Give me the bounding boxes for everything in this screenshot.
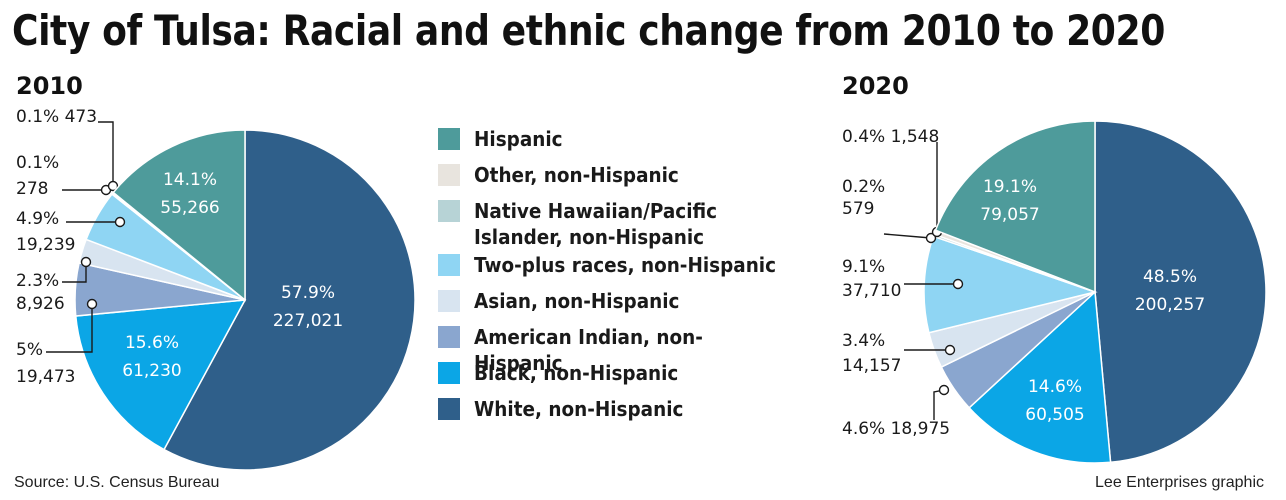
legend-item-asian: Asian, non-Hispanic xyxy=(438,288,818,324)
slice-count-label: 278 xyxy=(16,179,48,199)
slice-percent-label: 4.9% xyxy=(16,209,59,229)
slice-callout-label: 4.6% 18,975 xyxy=(842,419,950,439)
slice-percent-label: 3.4% xyxy=(842,331,885,351)
slice-percent-label: 19.1% xyxy=(983,177,1037,197)
callout-dot xyxy=(938,384,950,396)
slice-percent-label: 14.6% xyxy=(1028,377,1082,397)
legend-swatch xyxy=(438,326,460,348)
callout-dot xyxy=(86,298,98,310)
callout-dot xyxy=(114,216,126,228)
slice-count-label: 19,473 xyxy=(16,367,75,387)
pie-2010-title: 2010 xyxy=(16,72,83,100)
legend-item-americanindian: American Indian, non-Hispanic xyxy=(438,324,818,375)
callout-dot xyxy=(107,180,119,192)
slice-count-label: 61,230 xyxy=(122,361,181,381)
slice-count-label: 55,266 xyxy=(160,198,219,218)
callout-line xyxy=(98,121,114,186)
callout-line xyxy=(62,262,87,283)
chart-title: City of Tulsa: Racial and ethnic change … xyxy=(12,6,1165,55)
pie-slice-black xyxy=(74,299,247,451)
legend-item-hispanic: Hispanic xyxy=(438,126,818,162)
slice-percent-label: 15.6% xyxy=(125,333,179,353)
slice-percent-label: 0.1% xyxy=(16,153,59,173)
legend-label: Hispanic xyxy=(474,127,563,151)
legend-swatch xyxy=(438,128,460,150)
legend-label: Native Hawaiian/Pacific Islander, non-Hi… xyxy=(474,199,718,249)
pie-2020: 48.5% 200,257 14.6% 60,505 4.6% 18,975 3.4% 14… xyxy=(842,120,1267,464)
slice-count-label: 19,239 xyxy=(16,235,75,255)
slice-percent-label: 14.1% xyxy=(163,170,217,190)
callout-dot xyxy=(944,344,956,356)
slice-percent-label: 48.5% xyxy=(1143,267,1197,287)
legend-label: Asian, non-Hispanic xyxy=(474,289,680,313)
legend-label: Two-plus races, non-Hispanic xyxy=(474,253,777,277)
legend-swatch xyxy=(438,290,460,312)
callout-line xyxy=(46,304,93,353)
legend-label: White, non-Hispanic xyxy=(474,397,684,421)
slice-count-label: 60,505 xyxy=(1025,405,1084,425)
callout-line xyxy=(883,233,932,239)
slice-count-label: 200,257 xyxy=(1135,295,1205,315)
legend-swatch xyxy=(438,164,460,186)
slice-percent-label: 9.1% xyxy=(842,257,885,277)
legend-swatch xyxy=(438,398,460,420)
slice-count-label: 79,057 xyxy=(980,205,1039,225)
legend-label: Other, non-Hispanic xyxy=(474,163,679,187)
legend-item-other: Other, non-Hispanic xyxy=(438,162,818,198)
slice-count-label: 8,926 xyxy=(16,294,65,314)
pie-2020-title: 2020 xyxy=(842,72,909,100)
pie-slice-hispanic xyxy=(934,120,1096,294)
slice-callout-label: 0.1% 473 xyxy=(16,107,97,127)
slice-percent-label: 57.9% xyxy=(281,283,335,303)
legend-swatch xyxy=(438,200,460,222)
legend-label: Black, non-Hispanic xyxy=(474,361,679,385)
slice-count-label: 37,710 xyxy=(842,281,901,301)
legend: Hispanic Other, non-Hispanic Native Hawaii… xyxy=(438,126,818,432)
legend-swatch xyxy=(438,362,460,384)
legend-item-nativehawaiian: Native Hawaiian/Pacific Islander, non-Hi… xyxy=(438,198,818,252)
callout-dot xyxy=(925,232,937,244)
pie-slice-white xyxy=(163,129,416,471)
callout-dot xyxy=(80,256,92,268)
legend-item-black: Black, non-Hispanic xyxy=(438,360,818,396)
slice-count-label: 227,021 xyxy=(273,311,343,331)
slice-percent-label: 2.3% xyxy=(16,271,59,291)
pie-2010: 57.9% 227,021 15.6% 61,230 5% 19,473 2.3% 8,926… xyxy=(16,107,416,471)
slice-count-label: 579 xyxy=(842,199,874,219)
slice-percent-label: 0.2% xyxy=(842,177,885,197)
legend-label: American Indian, non-Hispanic xyxy=(474,325,703,375)
slice-count-label: 14,157 xyxy=(842,356,901,376)
callout-dot xyxy=(952,278,964,290)
credit-note: Lee Enterprises graphic xyxy=(1095,474,1264,491)
pie-slice-hispanic xyxy=(112,129,246,302)
pie-slice-black xyxy=(968,290,1112,464)
legend-swatch xyxy=(438,254,460,276)
pie-slice-white xyxy=(1094,120,1267,464)
legend-item-white: White, non-Hispanic xyxy=(438,396,818,432)
slice-callout-label: 0.4% 1,548 xyxy=(842,127,939,147)
legend-item-twoplus: Two-plus races, non-Hispanic xyxy=(438,252,818,288)
slice-percent-label: 5% xyxy=(16,340,43,360)
source-note: Source: U.S. Census Bureau xyxy=(14,474,220,491)
